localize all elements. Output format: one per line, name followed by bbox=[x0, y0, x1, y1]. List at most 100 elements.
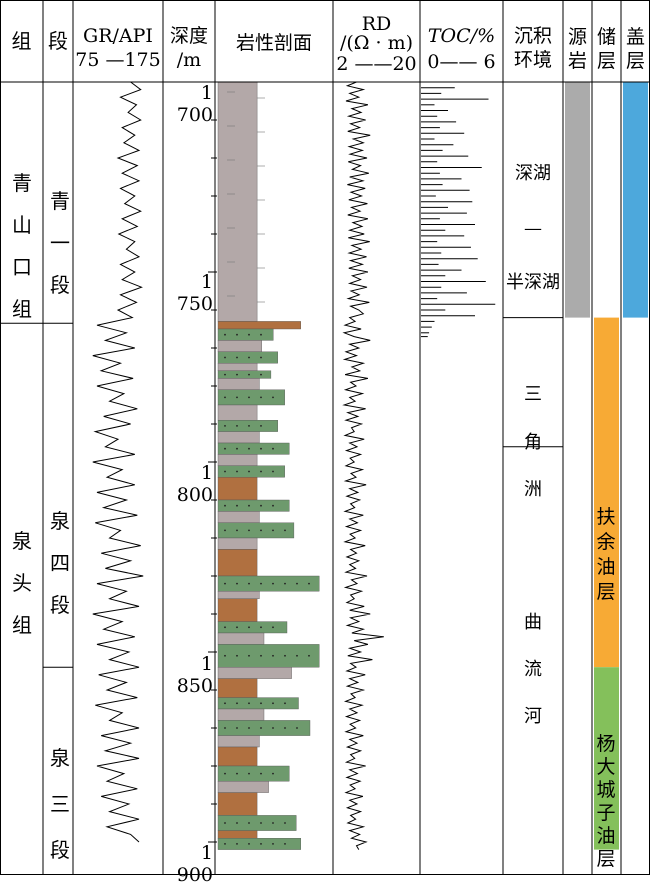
lith-bed-mudstone bbox=[217, 781, 269, 793]
sand-dot bbox=[260, 504, 262, 507]
lith-bed-mudstone bbox=[217, 591, 260, 600]
depth-label-1700: 1 700 bbox=[176, 82, 213, 126]
header-formation: 组 bbox=[11, 29, 32, 53]
lith-bed-sandstone bbox=[217, 621, 288, 634]
sand-dot bbox=[260, 772, 262, 775]
lith-bed-red_mudstone bbox=[217, 678, 258, 698]
sand-dot bbox=[284, 702, 286, 705]
sand-dot bbox=[272, 702, 274, 705]
sand-dot bbox=[224, 702, 226, 705]
sand-dot bbox=[248, 843, 250, 845]
sand-dot bbox=[272, 727, 274, 729]
sand-dot bbox=[284, 822, 286, 824]
sand-dot bbox=[236, 333, 238, 336]
lith-bed-mudstone bbox=[217, 454, 258, 466]
lith-bed-sandstone bbox=[217, 697, 299, 710]
sand-dot bbox=[260, 356, 262, 359]
sand-dot bbox=[272, 654, 274, 657]
sand-dot bbox=[236, 396, 238, 399]
lith-bed-red_mudstone bbox=[217, 746, 258, 767]
sand-dot bbox=[272, 772, 274, 775]
source-rock-fill bbox=[565, 82, 590, 318]
sand-dot bbox=[224, 822, 226, 824]
lith-bed-sandstone bbox=[217, 838, 302, 850]
sand-dot bbox=[272, 582, 274, 585]
sand-dot bbox=[248, 447, 250, 450]
sand-dot bbox=[272, 504, 274, 507]
reservoir-yangdacheng-fill bbox=[594, 667, 619, 850]
lith-bed-sandstone bbox=[217, 389, 285, 406]
env-deep-lake-line2: — bbox=[524, 218, 542, 239]
header-rd-scale: 2 ——20 bbox=[336, 53, 417, 75]
sand-dot bbox=[236, 356, 238, 359]
sand-dot bbox=[248, 529, 250, 532]
sand-dot bbox=[284, 843, 286, 845]
sand-dot bbox=[260, 822, 262, 824]
depth-label-1900: 1 900 bbox=[176, 842, 213, 886]
sand-dot bbox=[260, 727, 262, 729]
seal-fill bbox=[623, 82, 648, 318]
lith-bed-red_mudstone bbox=[217, 792, 258, 816]
sand-dot bbox=[236, 822, 238, 824]
lith-bed-sandstone bbox=[217, 442, 290, 455]
env-river-line3: 河 bbox=[524, 706, 542, 727]
sand-dot bbox=[236, 727, 238, 729]
lith-bed-sandstone bbox=[217, 575, 320, 592]
sand-dot bbox=[284, 654, 286, 657]
sand-dot bbox=[248, 504, 250, 507]
formation-quantou: 泉头组 bbox=[12, 529, 32, 637]
sand-dot bbox=[272, 396, 274, 399]
sand-dot bbox=[260, 373, 262, 376]
env-deep-lake-line1: 深湖 bbox=[515, 163, 551, 184]
lith-bed-sandstone bbox=[217, 420, 278, 432]
lith-bed-mudstone bbox=[217, 735, 260, 748]
sand-dot bbox=[272, 529, 274, 532]
sand-dot bbox=[224, 654, 226, 657]
reservoir-fuyu: 扶余油层 bbox=[596, 506, 616, 603]
lith-bed-sandstone bbox=[217, 644, 320, 668]
sand-dot bbox=[236, 702, 238, 705]
lith-bed-mudstone bbox=[217, 632, 265, 645]
sand-dot bbox=[260, 843, 262, 845]
member-qing1: 青一段 bbox=[50, 189, 70, 297]
depth-label-1800: 1 800 bbox=[176, 462, 213, 506]
sand-dot bbox=[248, 654, 250, 657]
sand-dot bbox=[224, 727, 226, 729]
sand-dot bbox=[260, 425, 262, 427]
header-environment-line2: 环境 bbox=[513, 49, 552, 71]
sand-dot bbox=[272, 447, 274, 450]
env-river-line2: 流 bbox=[524, 659, 542, 680]
sand-dot bbox=[224, 425, 226, 427]
sand-dot bbox=[272, 822, 274, 824]
depth-label-1750: 1 750 bbox=[176, 271, 213, 315]
lith-bed-red_mudstone bbox=[217, 321, 302, 330]
sand-dot bbox=[236, 654, 238, 657]
header-source-rock: 源岩 bbox=[567, 26, 587, 72]
env-delta-line2: 角 bbox=[524, 432, 542, 453]
lithology-column bbox=[217, 81, 320, 850]
sand-dot bbox=[236, 772, 238, 775]
sand-dot bbox=[236, 447, 238, 450]
toc-bars bbox=[421, 81, 496, 338]
lith-bed-mudstone bbox=[217, 340, 262, 352]
sand-dot bbox=[260, 582, 262, 585]
rd-curve bbox=[342, 81, 384, 850]
sand-dot bbox=[224, 373, 226, 376]
sand-dot bbox=[260, 396, 262, 399]
header-depth-unit: /m bbox=[176, 49, 202, 71]
sand-dot bbox=[224, 396, 226, 399]
sand-dot bbox=[248, 702, 250, 705]
rd-line bbox=[342, 81, 384, 850]
sand-dot bbox=[260, 470, 262, 473]
sand-dot bbox=[248, 727, 250, 729]
sand-dot bbox=[224, 582, 226, 585]
sand-dot bbox=[308, 582, 310, 585]
sand-dot bbox=[248, 425, 250, 427]
header-reservoir: 储层 bbox=[596, 26, 616, 72]
lith-bed-red_mudstone bbox=[217, 477, 258, 501]
sand-dot bbox=[308, 654, 310, 657]
sand-dot bbox=[260, 654, 262, 657]
sand-dot bbox=[260, 333, 262, 336]
sand-dot bbox=[248, 772, 250, 775]
